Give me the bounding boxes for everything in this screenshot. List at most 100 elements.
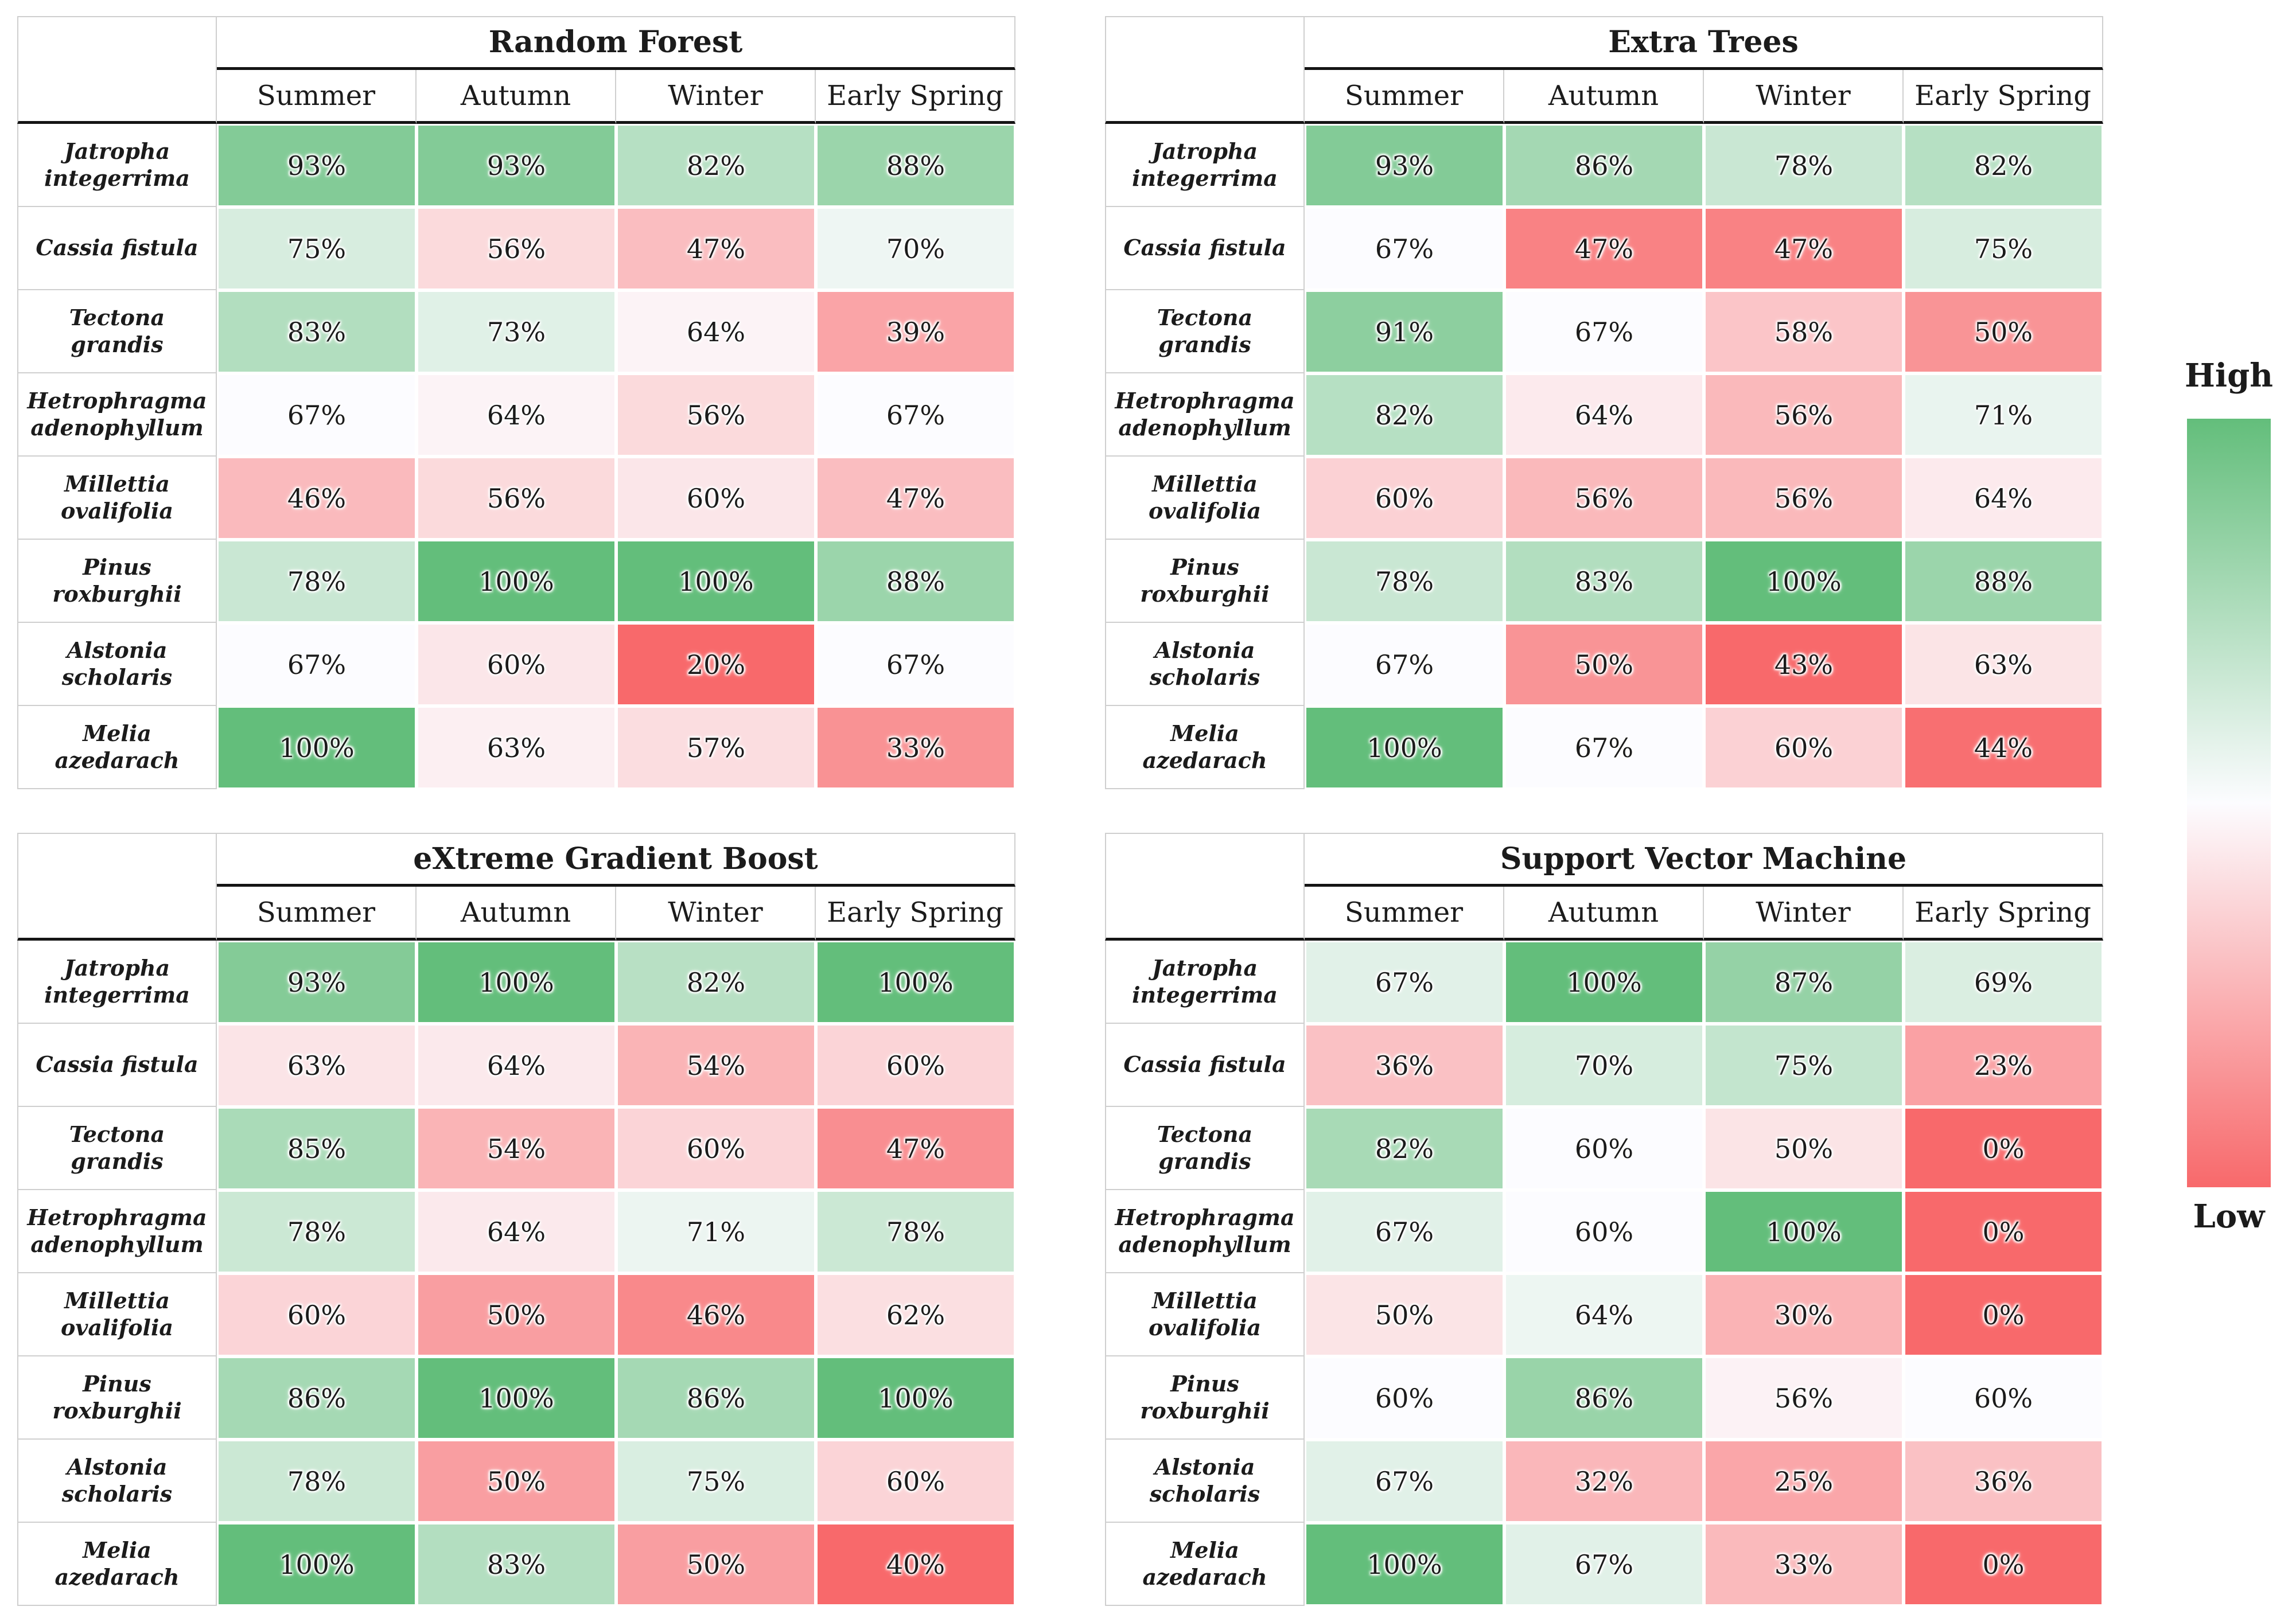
column-header-season: Winter (616, 887, 816, 941)
heatmap-cell: 50% (1904, 290, 2103, 373)
heatmap-cell: 75% (616, 1440, 816, 1523)
column-header-season: Autumn (417, 887, 616, 941)
heatmap-cell: 63% (217, 1024, 417, 1107)
heatmap-cell: 93% (217, 941, 417, 1024)
heatmap-cell: 47% (616, 207, 816, 290)
heatmap-cell: 60% (816, 1024, 1015, 1107)
heatmap-cell: 0% (1904, 1190, 2103, 1273)
heatmap-cell: 78% (1704, 124, 1904, 207)
row-label-species: Hetrophragma adenophyllum (17, 373, 217, 457)
column-header-season: Summer (217, 70, 417, 124)
row-label-species: Tectona grandis (1105, 1107, 1305, 1190)
row-label-species: Pinus roxburghii (1105, 1356, 1305, 1440)
heatmap-cell: 88% (1904, 540, 2103, 623)
heatmap-cell: 64% (417, 1190, 616, 1273)
heatmap-cell: 60% (816, 1440, 1015, 1523)
heatmap-cell: 100% (217, 706, 417, 789)
column-header-season: Summer (217, 887, 417, 941)
row-label-species: Melia azedarach (1105, 706, 1305, 789)
row-label-species: Alstonia scholaris (1105, 623, 1305, 706)
heatmap-cell: 82% (616, 941, 816, 1024)
row-label-species: Jatropha integerrima (17, 941, 217, 1024)
row-label-species: Melia azedarach (1105, 1523, 1305, 1606)
table-title: eXtreme Gradient Boost (217, 833, 1015, 887)
heatmap-cell: 60% (1704, 706, 1904, 789)
heatmap-cell: 56% (1704, 1356, 1904, 1440)
row-label-species: Millettia ovalifolia (1105, 1273, 1305, 1356)
heatmap-cell: 0% (1904, 1107, 2103, 1190)
row-label-species: Millettia ovalifolia (1105, 457, 1305, 540)
heatmap-cell: 54% (417, 1107, 616, 1190)
heatmap-cell: 86% (1504, 124, 1704, 207)
heatmap-cell: 82% (1305, 1107, 1504, 1190)
heatmap-cell: 71% (616, 1190, 816, 1273)
heatmap-cell: 67% (1504, 1523, 1704, 1606)
heatmap-cell: 50% (417, 1273, 616, 1356)
legend-high-label: High (2184, 357, 2274, 395)
heatmap-cell: 64% (1504, 1273, 1704, 1356)
heatmap-cell: 78% (217, 1190, 417, 1273)
row-label-species: Tectona grandis (17, 1107, 217, 1190)
heatmap-cell: 63% (417, 706, 616, 789)
heatmap-cell: 0% (1904, 1273, 2103, 1356)
row-label-species: Melia azedarach (17, 1523, 217, 1606)
heatmap-cell: 47% (816, 457, 1015, 540)
heatmap-cell: 86% (1504, 1356, 1704, 1440)
heatmap-cell: 100% (217, 1523, 417, 1606)
column-header-season: Autumn (1504, 887, 1704, 941)
heatmap-cell: 86% (217, 1356, 417, 1440)
heatmap-cell: 78% (1305, 540, 1504, 623)
heatmap-cell: 44% (1904, 706, 2103, 789)
heatmap-cell: 70% (1504, 1024, 1704, 1107)
heatmap-cell: 100% (1704, 540, 1904, 623)
heatmap-cell: 75% (217, 207, 417, 290)
heatmap-cell: 60% (1305, 1356, 1504, 1440)
heatmap-cell: 33% (1704, 1523, 1904, 1606)
heatmap-cell: 88% (816, 540, 1015, 623)
heatmap-cell: 23% (1904, 1024, 2103, 1107)
heatmap-cell: 0% (1904, 1523, 2103, 1606)
heatmap-cell: 60% (1305, 457, 1504, 540)
column-header-season: Autumn (417, 70, 616, 124)
heatmap-cell: 60% (616, 457, 816, 540)
heatmap-cell: 56% (417, 457, 616, 540)
heatmap-cell: 46% (217, 457, 417, 540)
heatmap-cell: 83% (217, 290, 417, 373)
heatmap-cell: 47% (816, 1107, 1015, 1190)
heatmap-cell: 73% (417, 290, 616, 373)
row-label-species: Millettia ovalifolia (17, 457, 217, 540)
heatmap-cell: 30% (1704, 1273, 1904, 1356)
row-label-species: Tectona grandis (1105, 290, 1305, 373)
row-label-species: Hetrophragma adenophyllum (17, 1190, 217, 1273)
heatmap-cell: 82% (616, 124, 816, 207)
heatmap-table-extra-trees: Extra Trees Summer Autumn Winter Early Spri… (1105, 16, 2103, 789)
heatmap-cell: 88% (816, 124, 1015, 207)
heatmap-cell: 100% (417, 540, 616, 623)
heatmap-cell: 67% (1504, 290, 1704, 373)
heatmap-cell: 57% (616, 706, 816, 789)
heatmap-cell: 62% (816, 1273, 1015, 1356)
column-header-season: Summer (1305, 887, 1504, 941)
heatmap-cell: 43% (1704, 623, 1904, 706)
heatmap-cell: 63% (1904, 623, 2103, 706)
row-label-species: Cassia fistula (17, 1024, 217, 1107)
heatmap-cell: 100% (1504, 941, 1704, 1024)
row-label-species: Alstonia scholaris (17, 1440, 217, 1523)
heatmap-cell: 58% (1704, 290, 1904, 373)
column-header-season: Early Spring (1904, 887, 2103, 941)
corner-cell (17, 16, 217, 124)
heatmap-cell: 50% (417, 1440, 616, 1523)
heatmap-cell: 60% (1904, 1356, 2103, 1440)
heatmap-cell: 64% (1904, 457, 2103, 540)
heatmap-cell: 32% (1504, 1440, 1704, 1523)
column-header-season: Early Spring (1904, 70, 2103, 124)
heatmap-cell: 100% (1305, 706, 1504, 789)
row-label-species: Pinus roxburghii (1105, 540, 1305, 623)
row-label-species: Pinus roxburghii (17, 540, 217, 623)
row-label-species: Millettia ovalifolia (17, 1273, 217, 1356)
heatmap-cell: 25% (1704, 1440, 1904, 1523)
heatmap-cell: 100% (417, 1356, 616, 1440)
corner-cell (17, 833, 217, 941)
row-label-species: Jatropha integerrima (1105, 941, 1305, 1024)
